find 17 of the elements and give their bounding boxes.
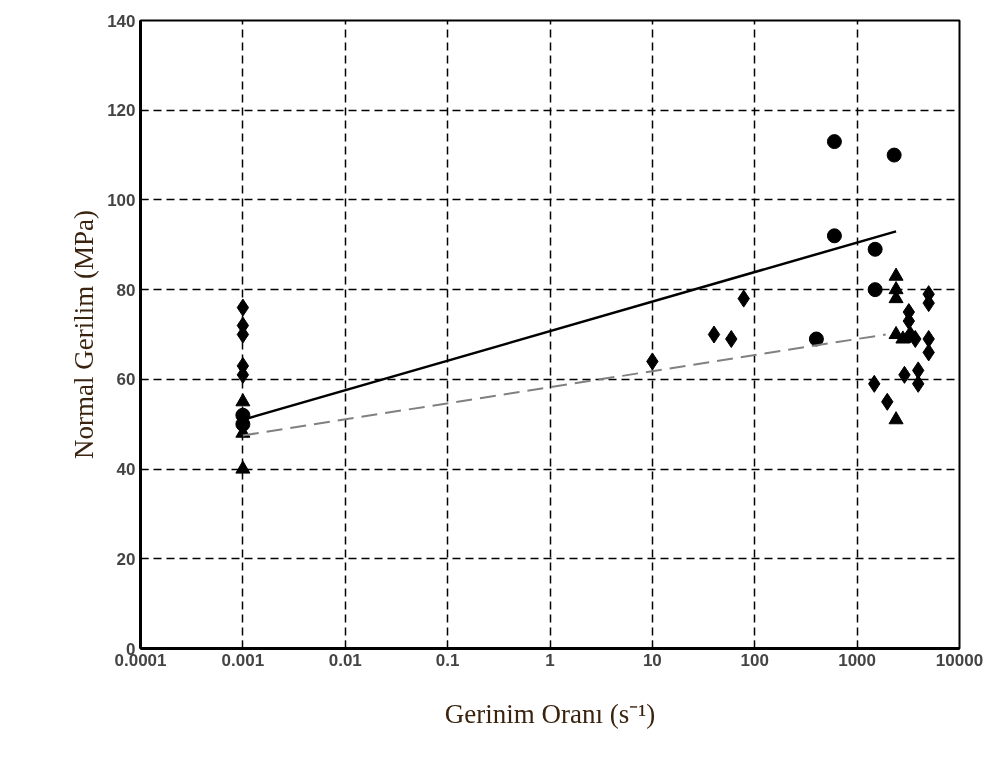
x-tick-label: 0.1 bbox=[435, 650, 460, 670]
x-axis-title: Gerinim Oranı (s⁻¹) bbox=[444, 698, 656, 729]
x-tick-label: 100 bbox=[740, 650, 769, 670]
y-tick-label: 120 bbox=[107, 101, 136, 121]
y-tick-label: 20 bbox=[116, 549, 136, 569]
y-axis-title: Normal Gerilim (MPa) bbox=[69, 210, 100, 459]
y-tick-label: 80 bbox=[116, 280, 136, 300]
x-tick-label: 10000 bbox=[935, 650, 984, 670]
x-tick-label: 0.01 bbox=[328, 650, 362, 670]
x-tick-label: 0.001 bbox=[221, 650, 265, 670]
x-tick-label: 1 bbox=[545, 650, 555, 670]
x-tick-label: 1000 bbox=[838, 650, 877, 670]
y-tick-label: 140 bbox=[107, 11, 136, 31]
x-tick-label: 10 bbox=[642, 650, 662, 670]
y-tick-label: 60 bbox=[116, 370, 136, 390]
y-tick-label: 100 bbox=[107, 190, 136, 210]
y-tick-label: 40 bbox=[116, 460, 136, 480]
